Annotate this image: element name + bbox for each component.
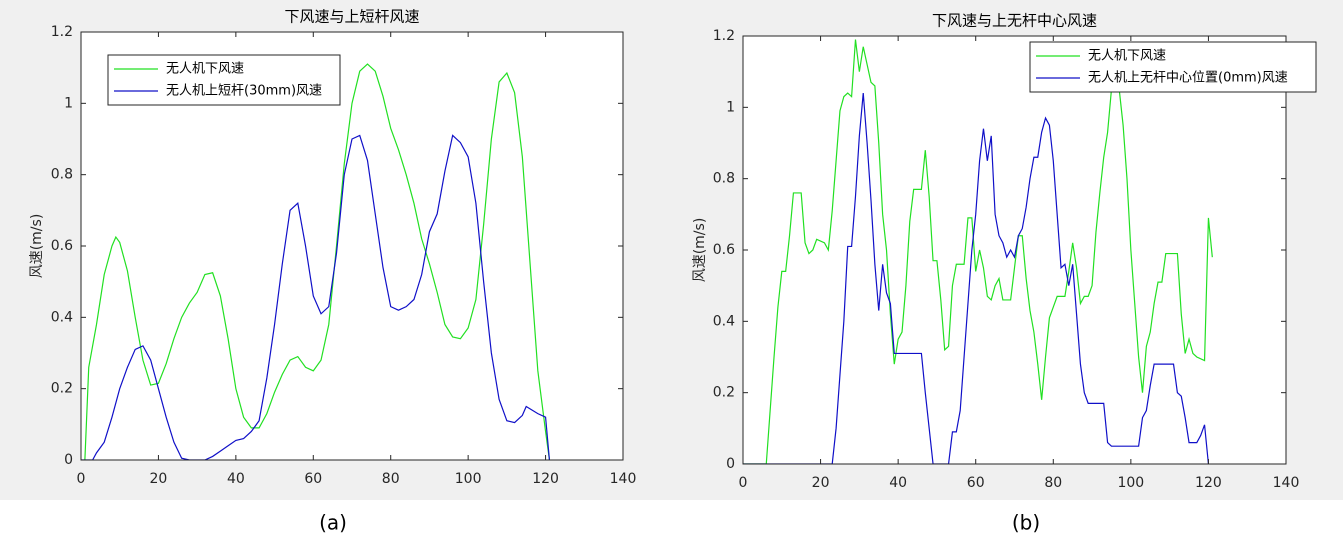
y-tick-label: 0.8 [51,167,73,183]
y-tick-label: 1 [64,95,73,111]
x-tick-label: 20 [150,471,168,487]
data-line [81,134,551,460]
y-tick-label: 1.2 [51,24,73,40]
x-tick-label: 100 [455,471,482,487]
chart-title: 下风速与上短杆风速 [284,8,419,26]
x-tick-label: 100 [1117,475,1144,491]
x-tick-label: 40 [227,471,245,487]
x-tick-label: 0 [739,475,748,491]
y-tick-label: 0.4 [51,309,73,325]
y-tick-label: 0.2 [51,381,73,397]
x-tick-label: 120 [1195,475,1222,491]
legend-label: 无人机下风速 [1088,49,1166,64]
x-tick-label: 40 [889,475,907,491]
data-line [743,93,1210,464]
axes-background [743,36,1286,464]
x-tick-label: 120 [532,471,559,487]
data-line [743,39,1213,464]
legend-label: 无人机上短杆(30mm)风速 [166,84,322,99]
y-axis-label: 风速(m/s) [692,218,708,283]
x-tick-label: 60 [304,471,322,487]
y-tick-label: 0.8 [713,171,735,187]
y-tick-label: 0 [64,452,73,468]
x-tick-label: 80 [1044,475,1062,491]
caption: (b) [1012,511,1040,535]
legend-box [1029,41,1317,93]
x-tick-label: 140 [1273,475,1300,491]
y-tick-label: 1 [726,99,735,115]
plot-area [743,39,1213,464]
chart-title: 下风速与上无杆中心风速 [932,12,1097,30]
legend-label: 无人机上无杆中心位置(0mm)风速 [1088,71,1288,86]
plot-area [81,63,551,460]
y-tick-label: 0 [726,456,735,472]
x-tick-label: 20 [812,475,830,491]
y-tick-label: 1.2 [713,28,735,44]
legend-box [107,54,341,106]
y-tick-label: 0.6 [51,238,73,254]
y-tick-label: 0.2 [713,385,735,401]
legend-label: 无人机下风速 [166,62,244,77]
y-tick-label: 0.4 [713,313,735,329]
x-tick-label: 60 [967,475,985,491]
x-tick-label: 80 [382,471,400,487]
data-line [84,63,551,460]
x-tick-label: 140 [610,471,637,487]
y-axis-label: 风速(m/s) [29,214,45,279]
caption: (a) [319,511,347,535]
y-tick-label: 0.6 [713,242,735,258]
x-tick-label: 0 [77,471,86,487]
